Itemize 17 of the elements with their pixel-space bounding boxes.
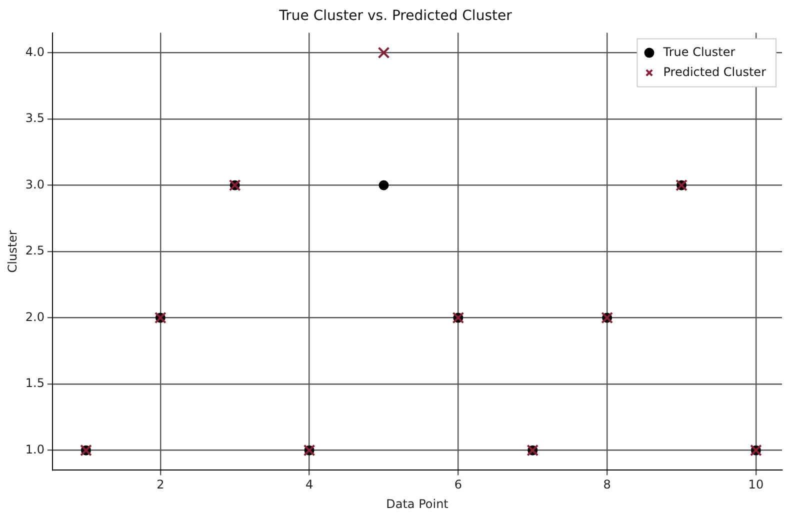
- x-tick-label: 8: [603, 478, 611, 492]
- y-tick-label: 1.0: [25, 442, 44, 456]
- y-axis-title: Cluster: [5, 230, 20, 273]
- legend-label: Predicted Cluster: [663, 64, 766, 79]
- x-tick-label: 4: [305, 478, 314, 492]
- y-tick-label: 1.5: [25, 376, 44, 390]
- x-tick-label: 6: [454, 478, 462, 492]
- x-tick-label: 10: [748, 478, 764, 492]
- x-tick-label: 2: [156, 478, 164, 492]
- y-tick-label: 4.0: [25, 44, 44, 59]
- y-tick-label: 2.0: [25, 310, 44, 324]
- chart-title: True Cluster vs. Predicted Cluster: [278, 8, 512, 24]
- x-axis-title: Data Point: [386, 496, 449, 511]
- y-tick-label: 3.5: [25, 111, 44, 126]
- y-tick-label: 3.0: [25, 177, 44, 192]
- y-tick-label: 2.5: [25, 244, 44, 258]
- legend-label: True Cluster: [662, 44, 736, 59]
